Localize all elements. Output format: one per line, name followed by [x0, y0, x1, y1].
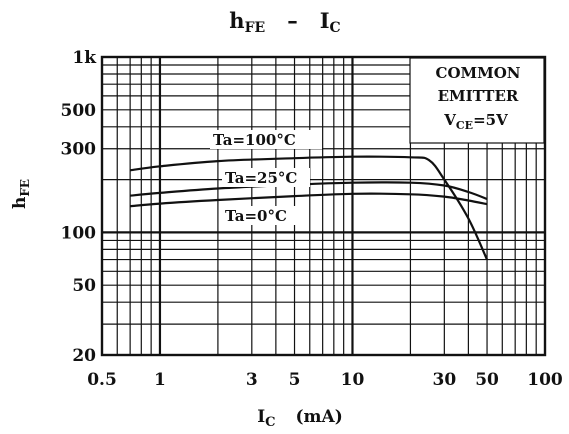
x-tick-label: 10 — [341, 370, 365, 390]
y-axis-label-main: h — [10, 197, 30, 209]
curve-label-0: Ta=0°C — [225, 207, 287, 225]
series-line-0 — [129, 155, 489, 261]
curve-label-100: Ta=100°C — [213, 131, 296, 149]
title-main-sub: FE — [245, 20, 266, 36]
annotation-line-3: VCE=5V — [443, 111, 508, 132]
annotation-line-2: EMITTER — [438, 87, 519, 105]
plot-frame — [100, 55, 547, 357]
x-tick-label: 3 — [246, 370, 258, 390]
y-axis-label-sub: FE — [18, 179, 32, 197]
annotation-vce-sub: CE — [456, 119, 473, 132]
curve-layer — [129, 155, 489, 261]
y-tick-label: 500 — [61, 101, 97, 121]
annotation-vce-rest: =5V — [473, 111, 508, 129]
y-tick-label: 50 — [72, 276, 96, 296]
x-tick-label: 100 — [527, 370, 563, 390]
x-tick-label: 0.5 — [87, 370, 117, 390]
annotation-line-1: COMMON — [436, 64, 521, 82]
x-tick-label: 30 — [432, 370, 456, 390]
y-tick-label: 100 — [61, 223, 97, 243]
y-tick-label: 1k — [72, 48, 97, 68]
curve-label-bg-0 — [222, 206, 302, 225]
y-axis-label: hFE — [10, 179, 32, 209]
title-main: h — [229, 8, 244, 33]
title-second-sub: C — [330, 20, 341, 36]
y-tick-label: 300 — [61, 140, 97, 160]
series-line-1 — [129, 181, 488, 201]
series-line-2 — [130, 192, 488, 208]
annotation-box — [409, 57, 545, 144]
tick-layer: 0.5 1 3 5 10 30 50 100 20 50 100 300 500 1k — [61, 48, 563, 390]
y-tick-label: 20 — [72, 346, 96, 366]
x-axis-label: IC (mA) — [257, 407, 343, 430]
chart-title: hFE – IC — [229, 8, 340, 36]
x-axis-label-sub: C — [265, 415, 275, 430]
x-axis-label-unit: (mA) — [296, 407, 343, 427]
title-second: I — [320, 8, 330, 33]
curve-label-bg-25 — [222, 168, 310, 187]
x-axis-label-main: I — [257, 407, 265, 427]
x-tick-label: 50 — [475, 370, 499, 390]
curve-label-25: Ta=25°C — [225, 169, 297, 187]
annotation-vce-main: V — [443, 111, 456, 129]
curve-label-bg-100 — [210, 130, 322, 149]
x-tick-label: 5 — [289, 370, 301, 390]
x-tick-label: 1 — [154, 370, 166, 390]
title-dash: – — [287, 8, 298, 33]
